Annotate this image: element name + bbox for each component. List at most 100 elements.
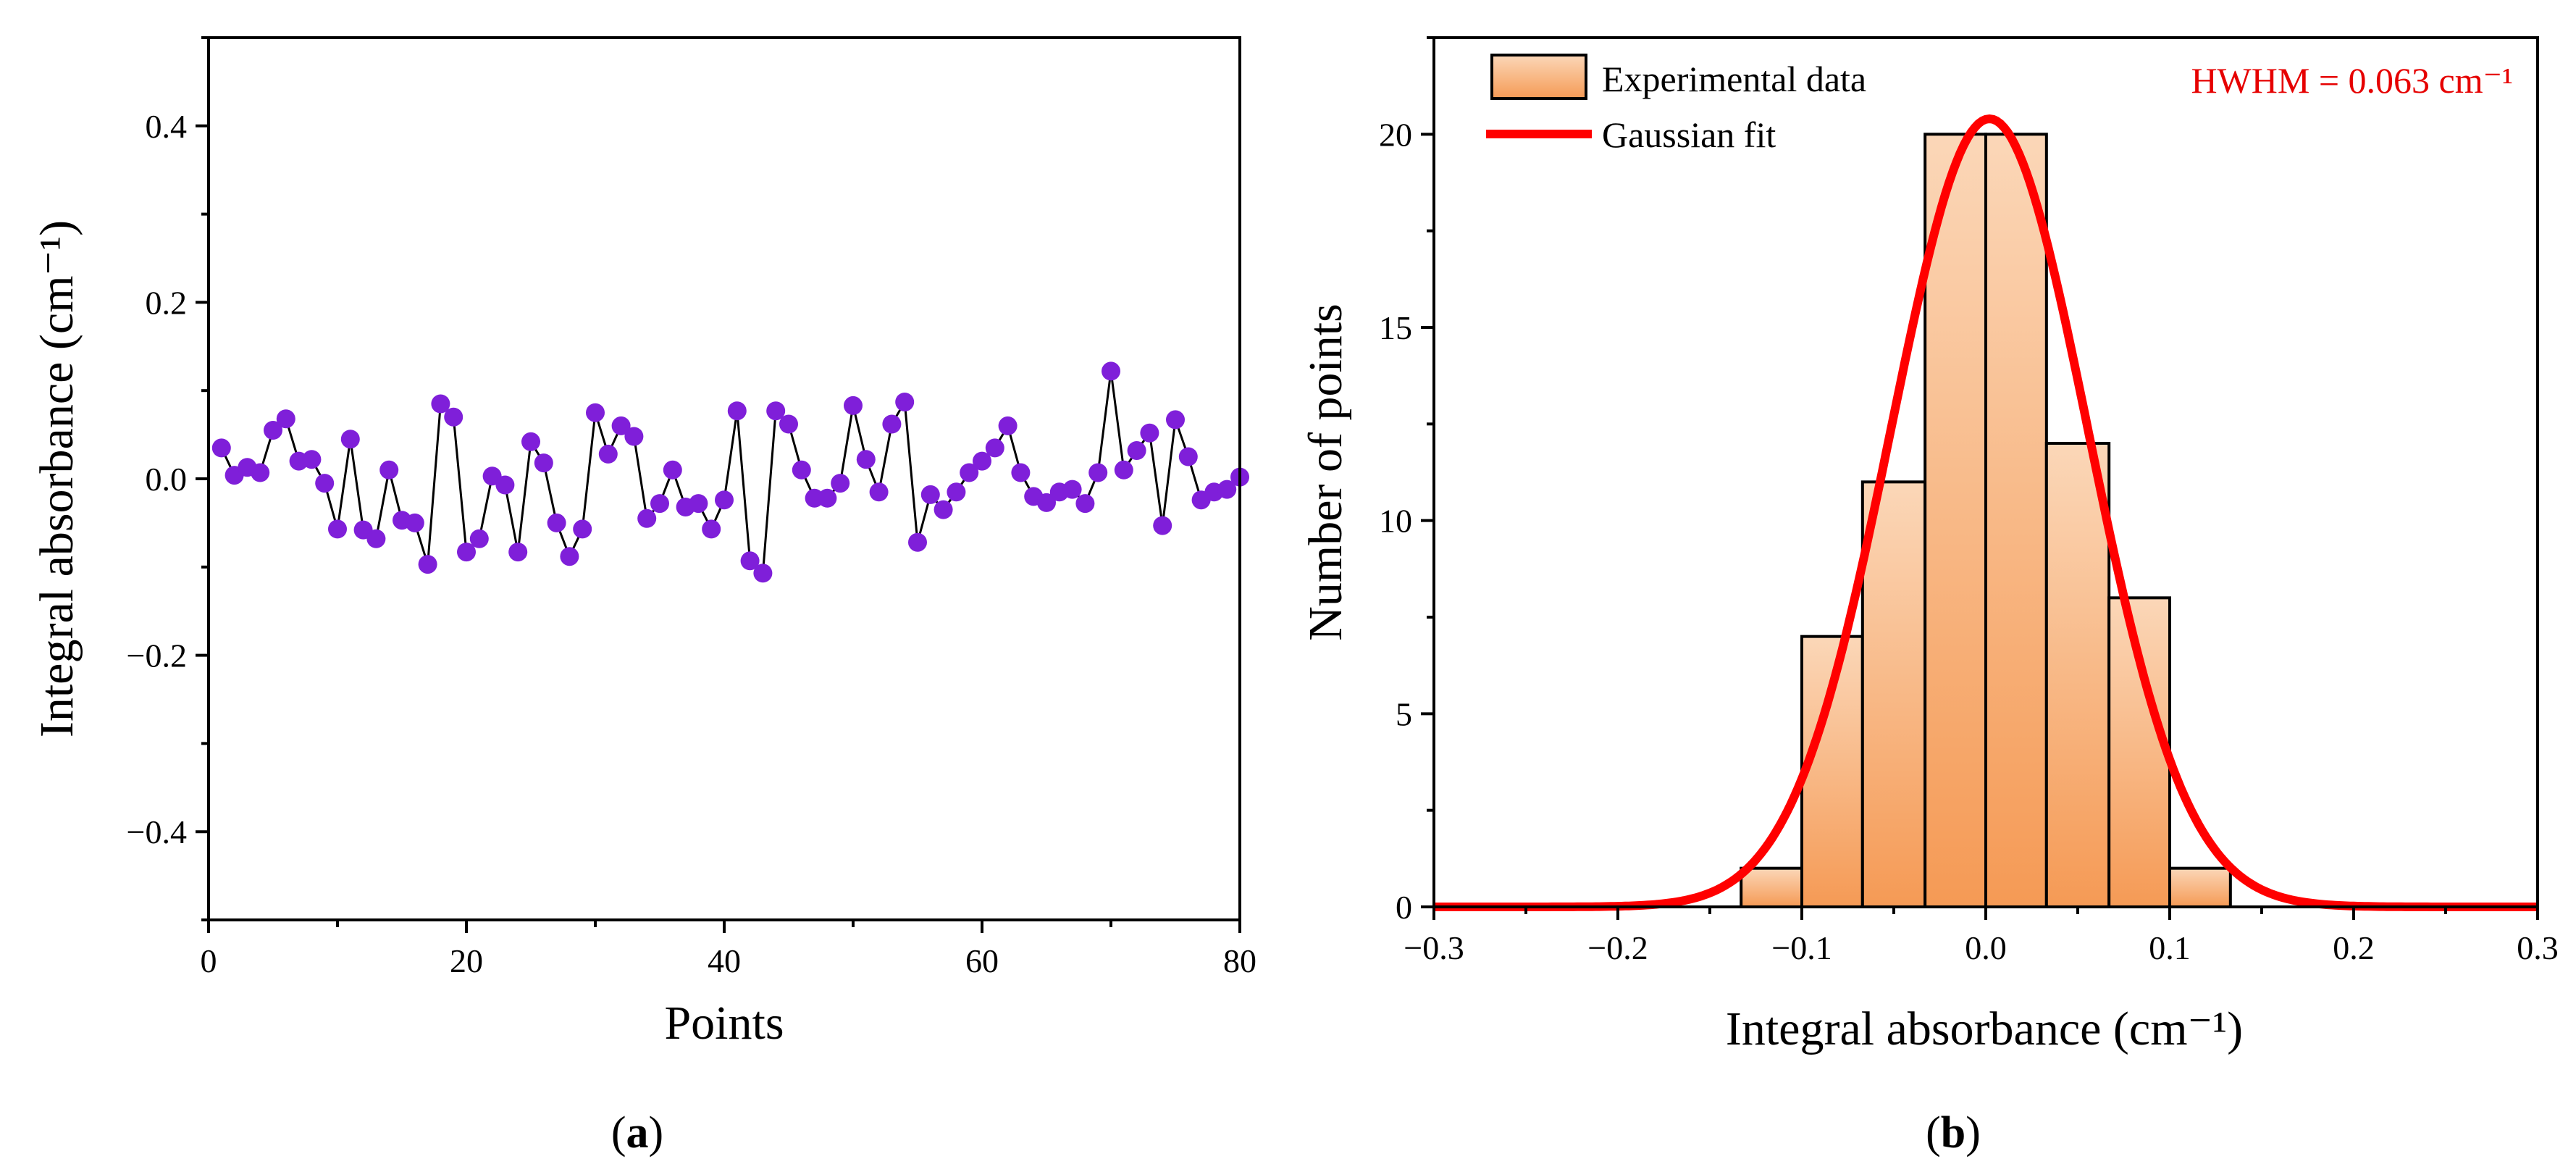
panel-a-x-tick-label: 80 bbox=[1223, 942, 1256, 979]
panel-a-data-point bbox=[934, 500, 953, 519]
panel-a-data-point bbox=[805, 488, 824, 508]
panel-a-data-point bbox=[251, 463, 270, 482]
legend-label-gaussian: Gaussian fit bbox=[1602, 114, 1776, 155]
panel-b-y-tick-label: 20 bbox=[1379, 116, 1412, 153]
panel-b-y-tick-label: 10 bbox=[1379, 503, 1412, 540]
panel-a-data-point bbox=[856, 450, 876, 469]
panel-a-data-point bbox=[663, 460, 682, 480]
panel-a-data-point bbox=[328, 519, 347, 539]
panel-b-y-axis-title: Number of points bbox=[1299, 304, 1352, 641]
panel-a-data-point bbox=[1127, 441, 1146, 460]
panel-a-data-point bbox=[1075, 494, 1095, 514]
panel-b-histogram-bars bbox=[1740, 133, 2232, 909]
panel-a-data-point bbox=[547, 513, 566, 532]
panel-a-data-point bbox=[379, 460, 399, 480]
panel-a-y-axis-title: Integral absorbance (cm⁻¹) bbox=[30, 220, 83, 737]
panel-a-data-point bbox=[611, 416, 631, 435]
panel-a-y-tick-label: 0.4 bbox=[146, 108, 188, 145]
panel-a-data-point bbox=[315, 474, 335, 493]
panel-a-data-point bbox=[753, 564, 773, 583]
panel-a-data-point bbox=[469, 529, 489, 548]
legend-swatch-experimental bbox=[1490, 54, 1587, 100]
panel-a-data-point bbox=[495, 475, 515, 495]
panel-a-data-point bbox=[573, 519, 592, 539]
panel-a-data-point bbox=[869, 482, 889, 502]
panel-a-series bbox=[211, 361, 1249, 583]
panel-a-data-point bbox=[431, 394, 450, 414]
panel-a-data-point bbox=[534, 453, 553, 473]
histogram-bar bbox=[2044, 442, 2111, 908]
panel-a-x-tick-label: 0 bbox=[201, 942, 217, 979]
panel-a-data-point bbox=[689, 494, 708, 514]
panel-a-plot-frame bbox=[207, 36, 1241, 921]
panel-a-data-point bbox=[779, 414, 798, 434]
panel-b-x-tick-label: 0.3 bbox=[2517, 929, 2559, 966]
panel-a-data-point bbox=[740, 551, 760, 571]
panel-a-y-tick-label: 0.0 bbox=[146, 461, 188, 498]
panel-a-data-point bbox=[1153, 516, 1172, 535]
panel-a-ticks bbox=[196, 36, 1241, 933]
panel-b-x-tick-label: 0.2 bbox=[2333, 929, 2375, 966]
panel-a-x-tick-label: 20 bbox=[450, 942, 483, 979]
panel-a-data-point bbox=[457, 543, 476, 562]
panel-a-data-point bbox=[998, 416, 1018, 435]
panel-a-data-point bbox=[637, 508, 657, 528]
panel-a-data-point bbox=[727, 401, 747, 421]
panel-a-data-point bbox=[598, 444, 618, 464]
panel-b-label: (b) bbox=[1926, 1108, 1981, 1158]
panel-a-data-point bbox=[1102, 361, 1120, 381]
panel-a-data-point bbox=[960, 463, 979, 482]
panel-a-data-point bbox=[302, 450, 322, 469]
panel-a-data-point bbox=[1114, 460, 1133, 480]
panel-a-label: (a) bbox=[611, 1108, 663, 1158]
histogram-bar bbox=[1984, 133, 2048, 908]
panel-a-data-point bbox=[818, 488, 837, 508]
panel-a-data-point bbox=[702, 519, 721, 539]
panel-a-data-point bbox=[882, 414, 902, 434]
panel-b: −0.3 −0.2 −0.1 0.0 0.1 0.2 0.3 0 5 10 15 20 Experim… bbox=[1299, 36, 2559, 1158]
panel-a-x-tick-label: 40 bbox=[708, 942, 741, 979]
panel-a-data-point bbox=[844, 395, 863, 415]
panel-a-data-point bbox=[1178, 447, 1198, 466]
panel-b-plot-frame bbox=[1432, 36, 2539, 908]
panel-a-data-point bbox=[508, 543, 528, 562]
histogram-bar bbox=[2168, 866, 2232, 908]
panel-a-data-point bbox=[211, 438, 231, 458]
panel-a-data-point bbox=[831, 474, 850, 493]
panel-a-data-point bbox=[276, 409, 295, 429]
panel-a-data-point bbox=[650, 494, 669, 514]
panel-a-data-point bbox=[560, 547, 579, 566]
panel-b-tick-labels: −0.3 −0.2 −0.1 0.0 0.1 0.2 0.3 0 5 10 15 20 bbox=[1379, 116, 2559, 966]
panel-b-y-tick-label: 5 bbox=[1396, 695, 1412, 732]
panel-a-data-point bbox=[1088, 463, 1108, 482]
panel-a-data-point bbox=[586, 403, 605, 422]
panel-a-data-point bbox=[792, 460, 811, 480]
panel-a-x-axis-title: Points bbox=[664, 997, 784, 1050]
panel-a-label-letter: a bbox=[626, 1108, 649, 1158]
panel-a-data-point bbox=[715, 490, 734, 510]
panel-a-data-point bbox=[366, 529, 386, 548]
panel-b-legend: Experimental data Gaussian fit bbox=[1486, 54, 1866, 155]
panel-b-label-letter: b bbox=[1941, 1108, 1965, 1158]
panel-a-data-point bbox=[624, 427, 644, 446]
panel-a: 0 20 40 60 80 −0.4 −0.2 0.0 0.2 0.4 Points Integr… bbox=[30, 36, 1256, 1158]
panel-a-y-tick-label: −0.2 bbox=[127, 637, 187, 674]
panel-a-data-point bbox=[264, 421, 282, 440]
panel-b-x-axis-title: Integral absorbance (cm⁻¹) bbox=[1726, 1003, 2243, 1055]
panel-a-data-point bbox=[895, 393, 915, 411]
panel-a-data-point bbox=[908, 532, 927, 552]
panel-a-data-point bbox=[973, 451, 991, 471]
panel-b-x-tick-label: −0.2 bbox=[1587, 929, 1648, 966]
panel-a-y-tick-label: −0.4 bbox=[127, 813, 187, 850]
panel-a-data-point bbox=[766, 401, 786, 421]
hwhm-annotation: HWHM = 0.063 cm⁻¹ bbox=[2191, 60, 2513, 101]
panel-b-x-tick-label: 0.0 bbox=[1965, 929, 2007, 966]
panel-a-data-point bbox=[920, 485, 940, 504]
panel-a-data-point bbox=[405, 513, 424, 532]
panel-a-data-point bbox=[1011, 463, 1031, 482]
panel-a-data-point bbox=[418, 555, 437, 574]
legend-label-experimental: Experimental data bbox=[1602, 59, 1866, 99]
panel-b-x-tick-label: 0.1 bbox=[2149, 929, 2191, 966]
panel-a-data-point bbox=[1217, 480, 1237, 499]
